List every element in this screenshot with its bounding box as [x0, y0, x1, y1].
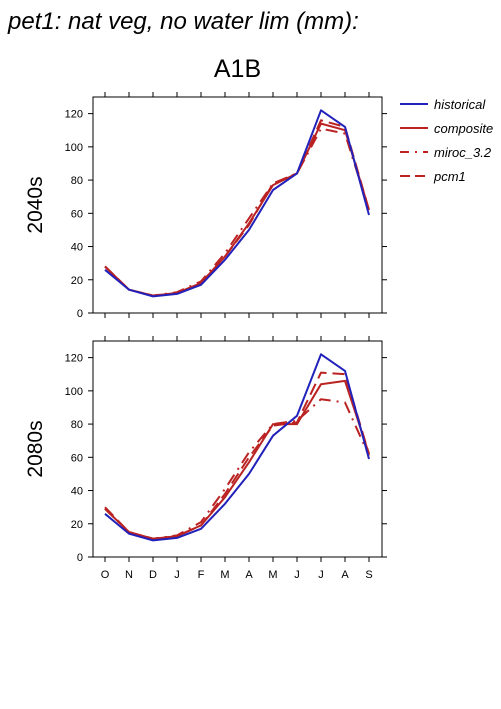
series-line-pcm1 — [104, 119, 370, 297]
legend-label: miroc_3.2 — [434, 145, 492, 160]
y-tick-label: 20 — [71, 519, 83, 531]
x-tick-label: M — [220, 569, 229, 581]
y-tick-label: 100 — [65, 142, 83, 154]
x-tick-label: S — [365, 569, 372, 581]
page-title: pet1: nat veg, no water lim (mm): — [8, 8, 359, 35]
legend-label: composite — [434, 121, 493, 136]
legend: historical composite miroc_3.2 pcm1 — [400, 97, 493, 184]
y-tick-label: 120 — [65, 109, 83, 121]
y-tick-label: 80 — [71, 419, 83, 431]
plot-frame — [92, 96, 383, 314]
y-tick-label: 40 — [71, 486, 83, 498]
series-line-pcm1 — [104, 371, 370, 540]
series-line-historical — [104, 109, 370, 298]
panel-label: 2040s — [24, 176, 47, 233]
chart-panel-2080s: 0 20 40 60 80 100 120 O N D J F M A M J J A S 2080s — [24, 336, 387, 581]
x-tick-label: J — [294, 569, 300, 581]
chart-panel-2040s: 0 20 40 60 80 100 120 2040s — [24, 92, 387, 320]
x-tick-label: F — [198, 569, 205, 581]
series-line-composite — [104, 379, 370, 540]
panel-label: 2080s — [24, 420, 47, 477]
x-tick-label: O — [101, 569, 110, 581]
x-tick-label: N — [125, 569, 133, 581]
x-tick-label: D — [149, 569, 157, 581]
series-line-miroc-3-2 — [104, 127, 370, 297]
y-tick-label: 60 — [71, 452, 83, 464]
y-tick-label: 20 — [71, 275, 83, 287]
x-tick-label: A — [341, 569, 349, 581]
x-tick-label: J — [174, 569, 180, 581]
x-tick-label: J — [318, 569, 324, 581]
legend-label: historical — [434, 97, 486, 112]
series-line-miroc-3-2 — [104, 398, 370, 540]
y-tick-label: 80 — [71, 175, 83, 187]
legend-label: pcm1 — [433, 169, 466, 184]
series-line-historical — [104, 353, 370, 542]
x-tick-label: M — [268, 569, 277, 581]
scenario-label: A1B — [213, 55, 262, 83]
y-tick-label: 100 — [65, 386, 83, 398]
plot-frame — [92, 340, 383, 558]
x-tick-label: A — [245, 569, 253, 581]
series-line-composite — [104, 122, 370, 297]
y-tick-label: 0 — [77, 308, 83, 320]
y-tick-label: 120 — [65, 353, 83, 365]
y-tick-label: 60 — [71, 208, 83, 220]
y-tick-label: 0 — [77, 552, 83, 564]
y-tick-label: 40 — [71, 242, 83, 254]
